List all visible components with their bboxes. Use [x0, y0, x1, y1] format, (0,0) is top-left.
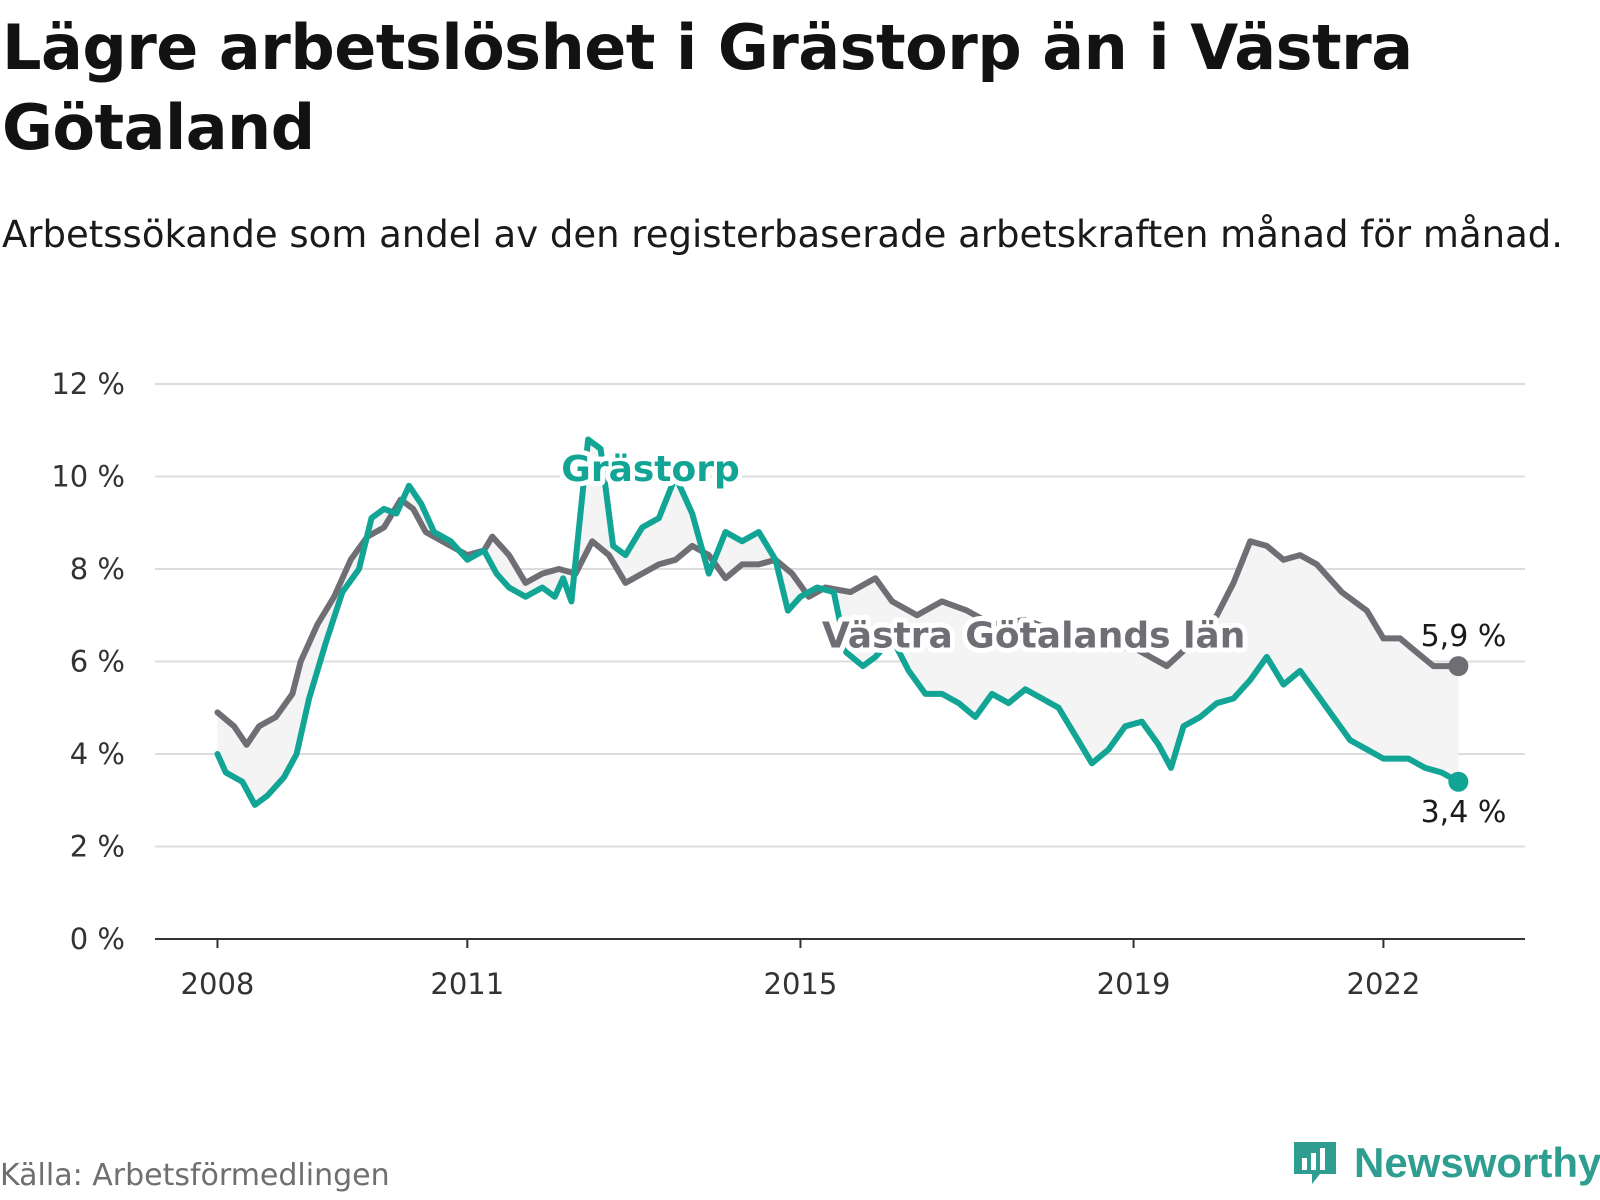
source-note: Källa: Arbetsförmedlingen: [0, 1158, 390, 1193]
end-point-grastorp: [1448, 771, 1469, 792]
y-tick-label: 2 %: [70, 830, 125, 864]
y-tick-label: 10 %: [51, 460, 125, 494]
newsworthy-logo[interactable]: Newsworthy: [1290, 1138, 1600, 1188]
y-tick-label: 0 %: [70, 922, 125, 956]
chart-title: Lägre arbetslöshet i Grästorp än i Västr…: [2, 11, 1413, 164]
x-tick-label: 2015: [764, 967, 838, 1001]
end-label-grastorp: 3,4 %: [1421, 795, 1507, 830]
grid-layer: 0 % 2 % 4 % 6 % 8 % 10 % 12 %: [51, 367, 1525, 956]
y-tick-label: 8 %: [70, 552, 125, 586]
x-axis: 2008 2011 2015 2019 2022: [155, 938, 1525, 1001]
series-line-grastorp: [214, 436, 1462, 808]
label-layer: 5,9 % 3,4 % Grästorp Västra Götalands län: [556, 444, 1507, 830]
series-label-grastorp: Grästorp: [561, 449, 740, 490]
difference-band: [217, 439, 1459, 805]
line-chart: 0 % 2 % 4 % 6 % 8 % 10 % 12 % 5,9 % 3,4 % Grästo…: [51, 367, 1525, 1001]
x-tick-label: 2022: [1347, 967, 1421, 1001]
x-tick-label: 2011: [430, 967, 504, 1001]
x-tick-label: 2008: [181, 967, 255, 1001]
y-tick-label: 12 %: [51, 367, 125, 401]
newsworthy-logo-icon: [1294, 1142, 1336, 1184]
y-tick-label: 6 %: [70, 645, 125, 679]
newsworthy-logo-text: Newsworthy: [1354, 1139, 1600, 1186]
y-tick-label: 4 %: [70, 737, 125, 771]
end-label-vastra-gotaland: 5,9 %: [1421, 619, 1507, 654]
line-layer: [214, 436, 1469, 808]
series-label-vastra-gotaland: Västra Götalands län: [822, 616, 1245, 657]
x-tick-label: 2019: [1097, 967, 1171, 1001]
series-line-vastra-gotaland: [214, 496, 1462, 748]
end-point-vastra-gotaland: [1448, 656, 1469, 677]
chart-subtitle: Arbetssökande som andel av den registerb…: [2, 213, 1563, 256]
